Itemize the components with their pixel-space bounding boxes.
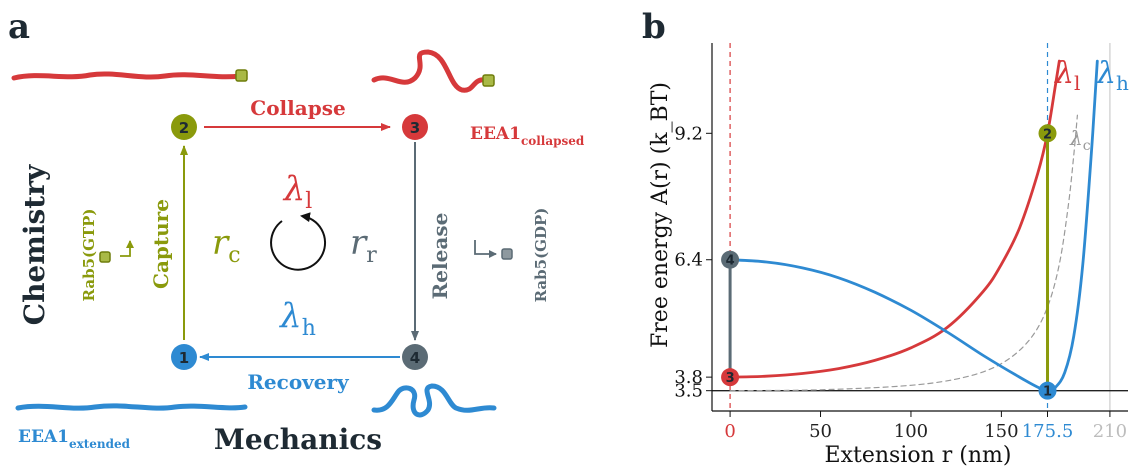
rab5-gtp-arrow <box>120 240 134 257</box>
chemistry-axis-label: Chemistry <box>18 164 51 325</box>
state-point-3 <box>721 368 740 387</box>
plot-area: 0 50 100 150 175.5 210 3.53.8 6.4 9.2 1 2 3 4 <box>674 43 1128 442</box>
curve-label-lambda-l: λl <box>1054 56 1080 95</box>
y-tick-label: 3.8 <box>674 367 703 388</box>
rab5-bound-square <box>235 69 248 82</box>
curve-label-lambda-h: λh <box>1096 56 1129 95</box>
x-tick-label: 210 <box>1093 421 1127 442</box>
state-3-node: 3 <box>402 114 428 140</box>
x-tick-label: 0 <box>724 421 735 442</box>
rr-label: rr <box>350 223 377 268</box>
state-point-1 <box>1038 381 1057 400</box>
series-line-λc <box>729 114 1078 392</box>
eea1-collapsed-molecule <box>371 49 489 93</box>
x-tick-label: 175.5 <box>1022 421 1074 442</box>
eea1-squiggle-molecule <box>371 383 497 418</box>
cycle-direction-icon <box>270 212 327 271</box>
rab5-gdp-arrow <box>474 240 497 258</box>
x-tick-label: 50 <box>809 421 832 442</box>
lambda-h-label: λh <box>278 296 316 341</box>
recovery-label: Recovery <box>247 370 350 394</box>
collapse-label: Collapse <box>250 96 345 120</box>
capture-label: Capture <box>149 199 173 289</box>
panel-b: b 0 50 100 150 175.5 210 3.53.8 6.4 9.2 1 2 3 4 λl λ… <box>642 7 1129 468</box>
panel-b-label: b <box>642 7 666 47</box>
release-label: Release <box>428 213 452 300</box>
state-3-label: 3 <box>410 119 420 137</box>
state-2-label: 2 <box>179 119 189 137</box>
eea1-collapsed-label: EEA1collapsed <box>470 124 585 148</box>
y-tick-label: 3.5 <box>674 381 703 402</box>
panel-a-label: a <box>8 7 30 47</box>
state-point-2 <box>1038 124 1057 143</box>
panel-a: a Collapse Release Recovery Capture 2 3 … <box>8 7 585 456</box>
curve-label-lambda-c: λc <box>1069 126 1091 154</box>
state-4-node: 4 <box>402 344 428 370</box>
y-tick-label: 9.2 <box>674 123 703 144</box>
state-point-label-4: 4 <box>726 254 735 269</box>
state-point-label-1: 1 <box>1043 385 1052 400</box>
lambda-l-label: λl <box>282 169 313 214</box>
x-tick-label: 150 <box>984 421 1018 442</box>
state-point-label-3: 3 <box>726 371 735 386</box>
state-point-4 <box>721 250 740 269</box>
rab5-gdp-square <box>501 248 513 260</box>
rab5-collapsed-square <box>482 74 495 87</box>
rab5-gdp-label: Rab5(GDP) <box>532 208 550 303</box>
state-point-label-2: 2 <box>1043 127 1052 142</box>
state-4-label: 4 <box>410 349 420 367</box>
x-tick-label: 100 <box>894 421 928 442</box>
state-1-label: 1 <box>179 349 189 367</box>
eea1-extended-red-molecule <box>11 71 243 81</box>
y-tick-label: 6.4 <box>674 250 703 271</box>
series-line-λl <box>728 59 1061 379</box>
rab5-gtp-square <box>99 251 111 263</box>
eea1-extended-label: EEA1extended <box>18 427 131 451</box>
y-axis-title: Free energy A(r) (k_BT) <box>648 82 673 348</box>
state-1-node: 1 <box>171 344 197 370</box>
x-axis-title: Extension r (nm) <box>825 443 1012 468</box>
rab5-gtp-label: Rab5(GTP) <box>80 209 98 302</box>
mechanics-axis-label: Mechanics <box>214 423 382 456</box>
series-line-λh <box>728 59 1099 393</box>
eea1-extended-molecule <box>15 403 248 411</box>
rc-label: rc <box>212 223 241 268</box>
state-2-node: 2 <box>171 114 197 140</box>
